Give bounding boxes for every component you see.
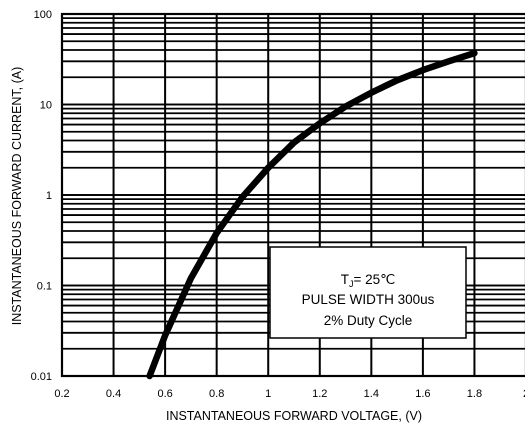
y-tick-label: 0.01 — [31, 371, 52, 383]
x-tick-label: 2 — [523, 388, 525, 400]
x-tick-label: 0.4 — [106, 388, 121, 400]
x-tick-labels: 0.2 0.4 0.6 0.8 1 1.2 1.4 1.6 1.8 2 — [54, 388, 525, 400]
annotation-line-duty-cycle: 2% Duty Cycle — [324, 313, 413, 328]
y-tick-label: 1 — [46, 190, 52, 202]
x-tick-label: 0.8 — [209, 388, 224, 400]
x-axis-title: INSTANTANEOUS FORWARD VOLTAGE, (V) — [166, 409, 422, 423]
y-tick-label: 10 — [40, 100, 52, 112]
annotation-line-junction-temp: TJ= 25℃ — [341, 272, 396, 289]
x-tick-label: 0.2 — [54, 388, 69, 400]
y-tick-label: 0.1 — [37, 281, 52, 293]
series-line — [146, 49, 478, 380]
plot-frame — [60, 12, 525, 378]
y-tick-label: 100 — [34, 9, 52, 21]
y-axis-title: INSTANTANEOUS FORWARD CURRENT, (A) — [10, 67, 24, 326]
y-tick-labels: 0.01 0.1 1 10 100 — [31, 9, 52, 383]
x-tick-label: 1.8 — [467, 388, 482, 400]
x-tick-label: 1.2 — [312, 388, 327, 400]
x-tick-label: 0.6 — [157, 388, 172, 400]
annotation-line-pulse-width: PULSE WIDTH 300us — [302, 292, 435, 307]
x-tick-label: 1.6 — [415, 388, 430, 400]
x-tick-label: 1 — [265, 388, 271, 400]
x-tick-label: 1.4 — [364, 388, 379, 400]
annotation-box: TJ= 25℃ PULSE WIDTH 300us 2% Duty Cycle — [269, 246, 467, 339]
